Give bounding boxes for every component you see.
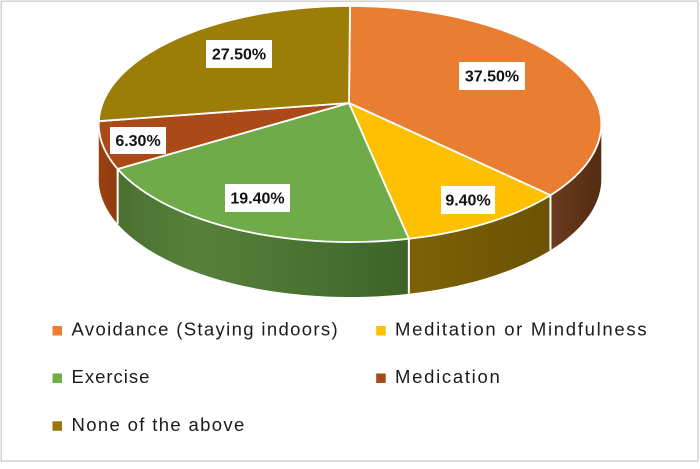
svg-text:37.50%: 37.50%: [465, 69, 519, 86]
svg-text:9.40%: 9.40%: [445, 193, 490, 210]
svg-text:19.40%: 19.40%: [230, 191, 284, 208]
svg-text:27.50%: 27.50%: [212, 47, 266, 64]
svg-text:Medication: Medication: [395, 366, 501, 387]
svg-text:6.30%: 6.30%: [115, 133, 160, 150]
svg-text:Exercise: Exercise: [72, 366, 151, 387]
svg-text:None of the above: None of the above: [72, 414, 246, 435]
svg-text:Meditation or Mindfulness: Meditation or Mindfulness: [395, 319, 648, 340]
svg-text:Avoidance (Staying indoors): Avoidance (Staying indoors): [72, 319, 340, 340]
